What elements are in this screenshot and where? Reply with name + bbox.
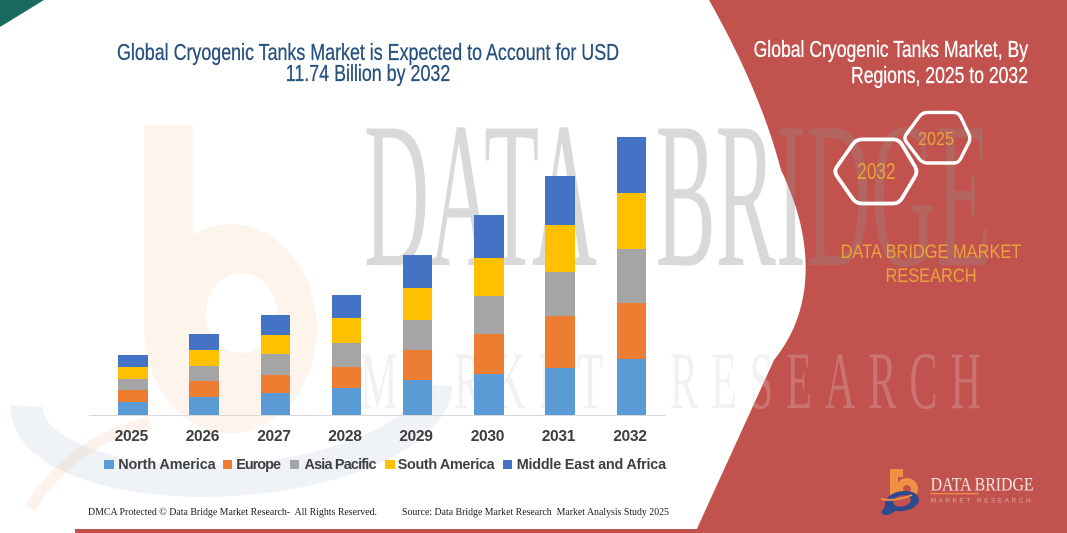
svg-text:MARKET RESEARCH: MARKET RESEARCH bbox=[360, 335, 994, 426]
svg-text:2032: 2032 bbox=[857, 158, 895, 184]
svg-text:2025: 2025 bbox=[918, 128, 954, 149]
svg-text:DATA BRIDGE: DATA BRIDGE bbox=[931, 475, 1034, 496]
svg-text:MARKET RESEARCH: MARKET RESEARCH bbox=[931, 498, 1034, 505]
